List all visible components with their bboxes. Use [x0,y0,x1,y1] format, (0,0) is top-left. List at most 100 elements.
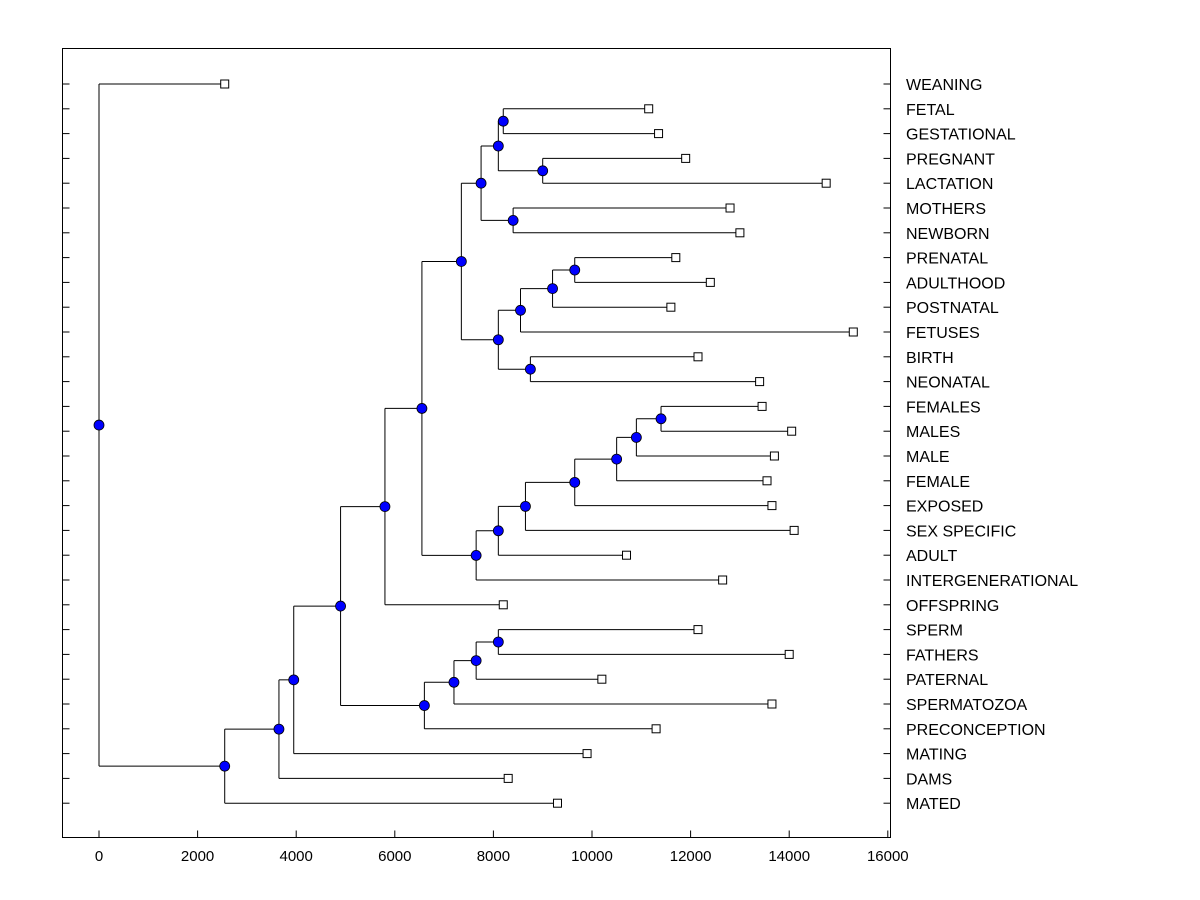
leaf-label: POSTNATAL [906,300,999,317]
node-marker-n19 [416,403,428,414]
node-marker-n7 [547,283,558,295]
leaf-marker [671,253,681,263]
node-marker-n17 [492,525,504,537]
x-tick-label: 6000 [378,848,411,865]
leaf-marker [622,550,632,560]
leaf-marker [718,575,728,585]
node-marker-n16 [520,500,531,512]
leaf-label: MOTHERS [906,201,986,218]
leaf-marker [755,377,765,387]
leaf-label: FEMALES [906,399,981,416]
leaf-markers [220,79,858,808]
leaf-marker [848,327,858,337]
leaf-marker [582,749,592,759]
x-tick-label: 2000 [181,848,214,865]
leaf-marker [651,724,661,734]
node-marker-n18 [470,549,482,561]
leaf-marker [693,352,703,362]
leaf-label: BIRTH [906,350,954,367]
leaf-marker [503,773,513,783]
leaf-label: PREGNANT [906,151,995,168]
leaf-label: EXPOSED [906,499,983,516]
leaf-label: SPERM [906,623,963,640]
leaf-label: GESTATIONAL [906,127,1016,144]
node-marker-n13 [630,431,642,443]
x-tick-label: 4000 [280,848,313,865]
node-marker-n25 [335,600,346,612]
leaf-label: FETAL [906,102,955,119]
leaf-label: FEMALE [906,474,970,491]
node-marker-root [93,419,105,431]
leaf-marker [220,79,230,89]
leaf-label: PRENATAL [906,251,988,268]
x-tick-label: 8000 [477,848,510,865]
node-marker-n26 [288,674,300,686]
node-marker-n10 [492,334,504,346]
leaf-marker [769,451,779,461]
axis-ticks: 0 2000 4000 6000 8000 10000 12000 14000 16000 [62,83,909,865]
dendrogram-links [98,83,854,804]
leaf-label: SPERMATOZOA [906,697,1028,714]
leaf-marker [552,798,562,808]
leaf-label: INTERGENERATIONAL [906,573,1078,590]
leaf-label: OFFSPRING [906,598,999,615]
leaf-label: PRECONCEPTION [906,722,1046,739]
node-marker-n15 [569,476,581,488]
leaf-label: NEWBORN [906,226,990,243]
node-marker-n11 [455,256,467,267]
node-marker-n27 [273,723,285,735]
leaf-marker [821,178,831,188]
leaf-label: FETUSES [906,325,980,342]
leaf-marker [644,104,654,114]
node-marker-n22 [470,655,482,666]
leaf-label: PATERNAL [906,672,988,689]
leaf-marker [498,600,508,610]
leaf-marker [784,649,794,659]
leaf-label: ADULTHOOD [906,275,1005,292]
node-marker-n9 [524,363,536,375]
leaf-label: FATHERS [906,647,979,664]
node-marker-n1 [497,115,509,127]
leaf-label: WEANING [906,77,982,94]
node-marker-n14 [611,453,623,465]
node-marker-n21 [492,636,504,648]
leaf-labels: WEANING FETAL GESTATIONAL PREGNANT LACTATION… [906,77,1078,813]
leaf-label: DAMS [906,771,952,788]
x-tick-label: 0 [95,848,103,865]
x-tick-label: 16000 [867,848,909,865]
leaf-label: NEONATAL [906,375,990,392]
node-marker-n5 [475,177,487,189]
node-marker-n2 [537,165,549,177]
leaf-label: MALES [906,424,960,441]
x-tick-label: 12000 [670,848,712,865]
node-marker-n4 [507,214,519,226]
node-marker-n23 [448,676,460,688]
leaf-marker [757,401,767,411]
plot-frame [62,48,891,838]
leaf-marker [705,277,715,287]
leaf-marker [597,674,607,684]
leaf-marker [654,129,664,139]
node-marker-n28 [219,760,231,772]
node-marker-n3 [492,140,504,152]
node-marker-n6 [569,264,581,276]
leaf-marker [735,228,745,238]
node-marker-n8 [515,304,526,316]
leaf-label: LACTATION [906,176,993,193]
node-markers [93,115,667,772]
leaf-marker [666,302,676,312]
node-marker-n20 [379,501,391,513]
leaf-label: SEX SPECIFIC [906,523,1016,540]
leaf-label: MATING [906,747,967,764]
leaf-marker [789,525,799,535]
leaf-label: MALE [906,449,950,466]
leaf-label: MATED [906,796,961,813]
node-marker-n24 [418,700,430,711]
x-tick-label: 14000 [768,848,810,865]
leaf-marker [681,153,691,163]
leaf-label: ADULT [906,548,957,565]
leaf-marker [767,501,777,511]
leaf-marker [762,476,772,486]
leaf-marker [787,426,797,436]
